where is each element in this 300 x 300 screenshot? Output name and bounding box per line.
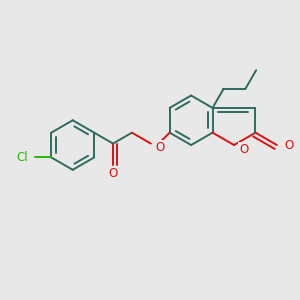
Text: O: O <box>156 141 165 154</box>
Text: O: O <box>285 139 294 152</box>
Text: Cl: Cl <box>17 151 28 164</box>
Text: O: O <box>239 142 248 155</box>
Text: O: O <box>108 167 118 180</box>
